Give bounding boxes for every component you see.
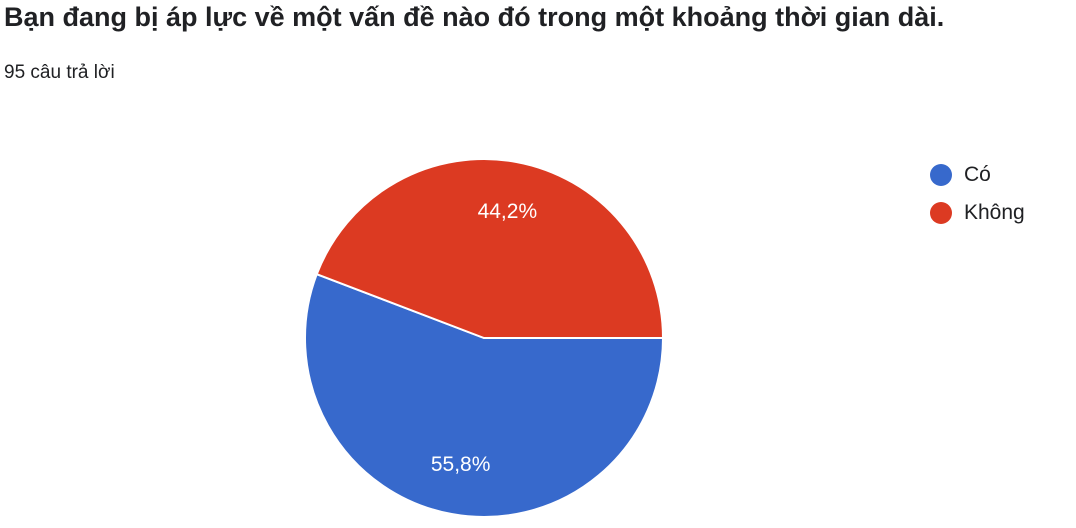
pie-slice-khong[interactable] <box>315 158 665 339</box>
page-title: Bạn đang bị áp lực về một vấn đề nào đó … <box>4 2 945 32</box>
legend-swatch-khong <box>930 202 952 224</box>
response-count: 95 câu trả lời <box>4 62 115 83</box>
legend-label-co: Có <box>964 163 991 186</box>
slice-label-co: 55,8% <box>431 453 491 476</box>
pie-slice-co[interactable] <box>304 272 665 518</box>
slice-label-khong: 44,2% <box>478 200 538 223</box>
chart-legend: Có Không <box>930 156 1025 232</box>
legend-label-khong: Không <box>964 201 1025 224</box>
legend-swatch-co <box>930 164 952 186</box>
legend-item-co[interactable]: Có <box>930 156 1025 194</box>
legend-item-khong[interactable]: Không <box>930 194 1025 232</box>
